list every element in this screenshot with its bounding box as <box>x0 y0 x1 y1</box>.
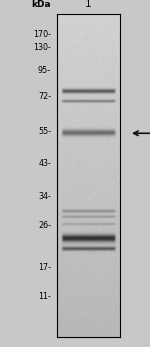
Text: 130-: 130- <box>33 43 51 52</box>
Text: 55-: 55- <box>38 127 51 136</box>
Text: kDa: kDa <box>31 0 51 9</box>
Text: 1: 1 <box>85 0 92 9</box>
Text: 34-: 34- <box>38 192 51 201</box>
Text: 26-: 26- <box>38 221 51 230</box>
Text: 95-: 95- <box>38 66 51 75</box>
Text: 11-: 11- <box>38 292 51 301</box>
Text: 170-: 170- <box>33 30 51 39</box>
Text: 43-: 43- <box>38 159 51 168</box>
Text: 17-: 17- <box>38 263 51 272</box>
Text: 72-: 72- <box>38 92 51 101</box>
